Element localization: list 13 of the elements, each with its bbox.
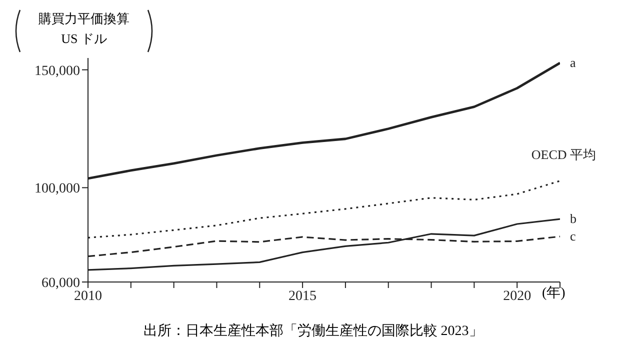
y-tick-label: 60,000 — [42, 276, 80, 291]
y-tick-label: 150,000 — [34, 64, 80, 79]
text: 出所：日本生産性本部「労働生産性の国際比較 2023」 — [142, 322, 484, 340]
series-label: b — [570, 211, 576, 226]
y-axis-title: 購買力平価換算 US ドル — [38, 10, 130, 48]
series-label: a — [570, 54, 576, 70]
x-axis-title: (年) — [542, 284, 566, 302]
series-label: c — [570, 228, 576, 244]
x-tick-label: 2010 — [74, 288, 102, 304]
x-tick-label: 2015 — [288, 288, 317, 304]
x-tick-label: 2020 — [503, 288, 532, 304]
y-tick-label: 100,000 — [34, 182, 80, 197]
text: OECD 平均 — [531, 146, 596, 162]
